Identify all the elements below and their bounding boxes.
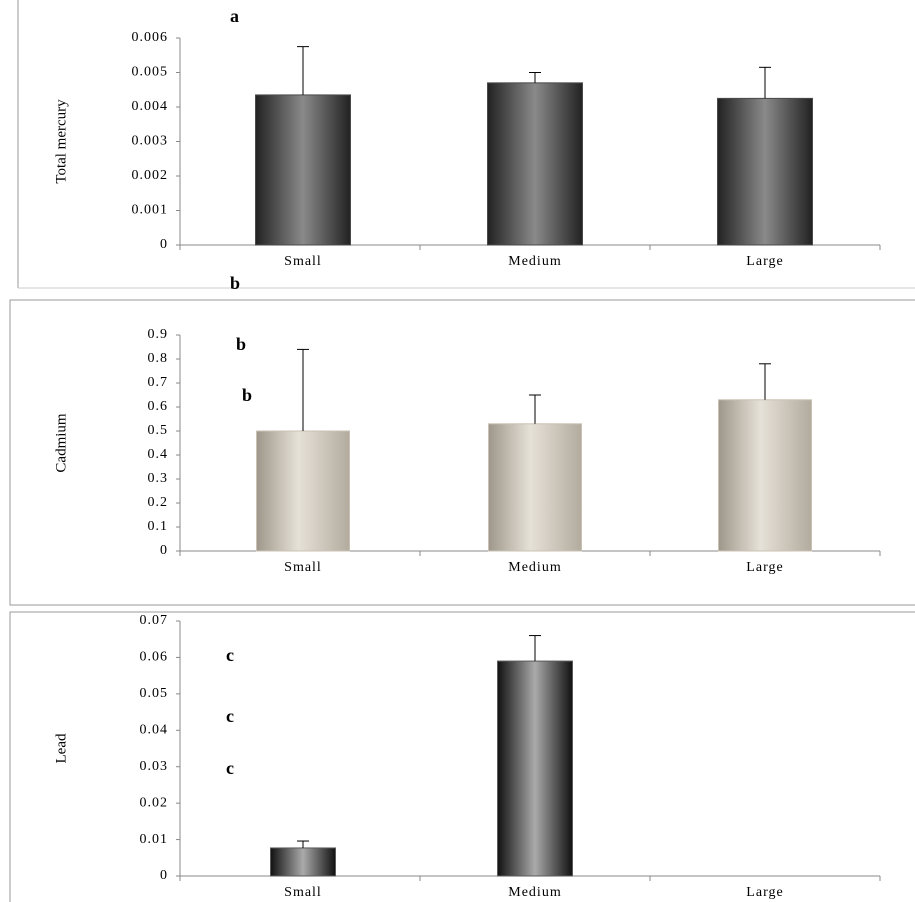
x-tick-label: Small: [284, 560, 322, 575]
x-tick-label: Medium: [508, 560, 561, 575]
y-tick-label: 0.1: [148, 519, 169, 534]
panel-frame: [9, 611, 915, 902]
x-tick-label: Small: [284, 254, 322, 269]
y-tick-label: 0.01: [140, 832, 169, 847]
y-tick-label: 0.4: [148, 447, 169, 462]
x-tick-label: Medium: [508, 885, 561, 900]
y-tick-label: 0.003: [132, 134, 169, 149]
y-tick-label: 0.2: [148, 495, 169, 510]
y-tick-label: 0.9: [148, 327, 169, 342]
x-tick-label: Large: [746, 560, 783, 575]
x-tick-label: Large: [746, 885, 783, 900]
annotation: a: [230, 6, 239, 26]
y-tick-label: 0.6: [148, 399, 169, 414]
y-tick-label: 0: [160, 868, 168, 883]
y-tick-label: 0.06: [140, 650, 169, 665]
panel-frame: [9, 299, 915, 606]
bar: [717, 97, 813, 246]
y-tick-label: 0.03: [140, 759, 169, 774]
x-tick-label: Medium: [508, 254, 561, 269]
bar: [255, 94, 351, 246]
annotation: c: [226, 645, 234, 665]
y-tick-label: 0.3: [148, 471, 169, 486]
bar: [256, 430, 350, 552]
x-tick-label: Large: [746, 254, 783, 269]
y-tick-label: 0: [160, 237, 168, 252]
y-tick-label: 0.002: [132, 168, 169, 183]
x-tick-label: Small: [284, 885, 322, 900]
annotation: c: [226, 706, 234, 726]
annotation: c: [226, 758, 234, 778]
y-tick-label: 0.07: [140, 613, 169, 628]
bar: [497, 660, 573, 877]
bar: [270, 847, 336, 877]
y-tick-label: 0.001: [132, 203, 169, 218]
y-axis-label: Total mercury: [53, 99, 69, 184]
y-axis-label: Lead: [53, 733, 69, 763]
y-tick-label: 0.05: [140, 686, 169, 701]
annotation: b: [230, 273, 240, 293]
bar: [718, 399, 812, 552]
annotation: b: [242, 385, 252, 405]
y-tick-label: 0.02: [140, 795, 169, 810]
y-tick-label: 0.8: [148, 351, 169, 366]
y-tick-label: 0.7: [148, 375, 169, 390]
y-tick-label: 0.004: [132, 99, 169, 114]
annotation: b: [236, 334, 246, 354]
y-tick-label: 0.005: [132, 65, 169, 80]
y-tick-label: 0.04: [140, 723, 169, 738]
y-axis-label: Cadmium: [53, 413, 69, 472]
bar: [488, 423, 582, 552]
y-tick-label: 0.006: [132, 30, 169, 45]
y-tick-label: 0.5: [148, 423, 169, 438]
bar: [487, 82, 583, 246]
y-tick-label: 0: [160, 543, 168, 558]
